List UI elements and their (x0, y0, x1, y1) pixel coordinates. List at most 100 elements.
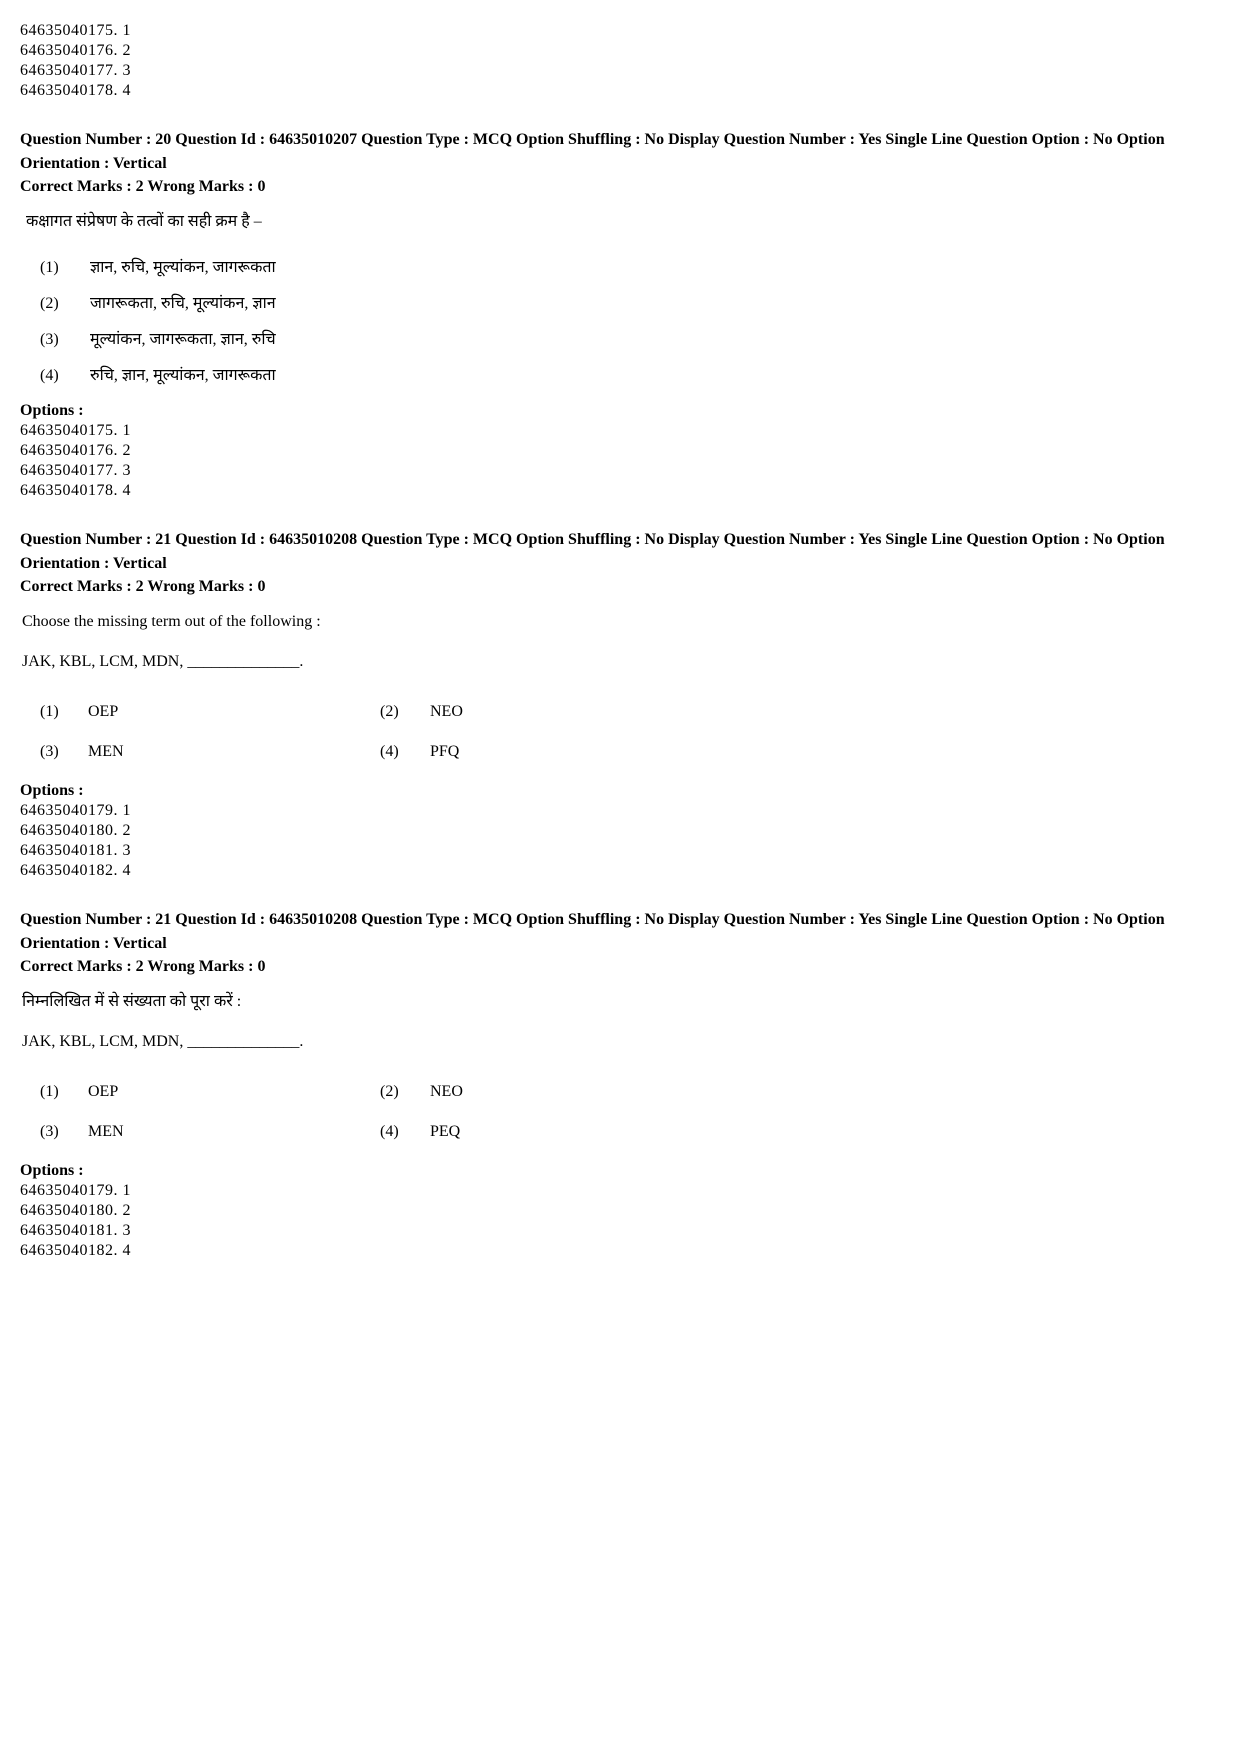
option-num: 2 (123, 1202, 132, 1219)
option-num: 3 (123, 62, 132, 79)
option-item[interactable]: 64635040178. 4 (20, 82, 1220, 100)
answer-num: (3) (40, 736, 70, 768)
answer-cell[interactable]: (1) OEP (20, 1076, 380, 1108)
sequence-line: JAK, KBL, LCM, MDN, ______________. (22, 1026, 1220, 1058)
answer-num: (3) (40, 324, 70, 356)
answer-cell[interactable]: (1) OEP (20, 696, 380, 728)
option-id: 64635040182. (20, 862, 118, 879)
answer-row: (1) OEP (2)NEO (20, 1072, 1220, 1112)
option-item[interactable]: 64635040180. 2 (20, 1202, 1220, 1220)
question-header: Question Number : 20 Question Id : 64635… (20, 128, 1220, 176)
option-id: 64635040178. (20, 82, 118, 99)
answer-num: (4) (380, 736, 430, 768)
answer-cell[interactable]: (4)PFQ (380, 736, 580, 768)
option-num: 3 (123, 462, 132, 479)
option-num: 3 (123, 1222, 132, 1239)
option-item[interactable]: 64635040179. 1 (20, 802, 1220, 820)
option-item[interactable]: 64635040176. 2 (20, 42, 1220, 60)
answer-text: PFQ (430, 736, 459, 768)
option-id: 64635040181. (20, 1222, 118, 1239)
answer-cell[interactable]: (4)PEQ (380, 1116, 580, 1148)
option-id: 64635040175. (20, 422, 118, 439)
option-item[interactable]: 64635040182. 4 (20, 862, 1220, 880)
option-num: 1 (123, 22, 132, 39)
option-id: 64635040175. (20, 22, 118, 39)
option-item[interactable]: 64635040181. 3 (20, 842, 1220, 860)
question-stem: कक्षागत संप्रेषण के तत्वों का सही क्रम ह… (26, 206, 1220, 238)
answer-num: (3) (40, 1116, 70, 1148)
question-stem: निम्नलिखित में से संख्यता को पूरा करें : (22, 986, 1220, 1018)
option-num: 4 (123, 862, 132, 879)
options-label: Options : (20, 402, 1220, 420)
question-header: Question Number : 21 Question Id : 64635… (20, 908, 1220, 956)
question-body: कक्षागत संप्रेषण के तत्वों का सही क्रम ह… (20, 206, 1220, 392)
answer-num: (2) (380, 696, 430, 728)
question-header: Question Number : 21 Question Id : 64635… (20, 528, 1220, 576)
marks-line: Correct Marks : 2 Wrong Marks : 0 (20, 178, 1220, 196)
option-item[interactable]: 64635040178. 4 (20, 482, 1220, 500)
answer-row: (3) MEN (4)PFQ (20, 732, 1220, 772)
option-num: 4 (123, 482, 132, 499)
answer-num: (2) (380, 1076, 430, 1108)
option-id: 64635040181. (20, 842, 118, 859)
option-num: 2 (123, 42, 132, 59)
option-num: 4 (123, 82, 132, 99)
options-label: Options : (20, 782, 1220, 800)
answer-text: मूल्यांकन, जागरूकता, ज्ञान, रुचि (90, 324, 276, 356)
option-num: 2 (123, 822, 132, 839)
answer-text: MEN (88, 736, 124, 768)
answer-num: (1) (40, 1076, 70, 1108)
answer-row: (1) OEP (2)NEO (20, 692, 1220, 732)
option-item[interactable]: 64635040177. 3 (20, 62, 1220, 80)
option-num: 1 (123, 1182, 132, 1199)
answer-row[interactable]: (4)रुचि, ज्ञान, मूल्यांकन, जागरूकता (20, 360, 1220, 392)
option-num: 1 (123, 422, 132, 439)
answer-row[interactable]: (3) मूल्यांकन, जागरूकता, ज्ञान, रुचि (20, 324, 1220, 356)
answer-text: PEQ (430, 1116, 460, 1148)
answer-row[interactable]: (1) ज्ञान, रुचि, मूल्यांकन, जागरूकता (20, 252, 1220, 284)
answer-text: OEP (88, 1076, 118, 1108)
option-item[interactable]: 64635040177. 3 (20, 462, 1220, 480)
option-id: 64635040180. (20, 1202, 118, 1219)
option-item[interactable]: 64635040179. 1 (20, 1182, 1220, 1200)
option-num: 2 (123, 442, 132, 459)
answer-cell[interactable]: (2)NEO (380, 1076, 580, 1108)
option-list: 64635040175. 1 64635040176. 2 6463504017… (20, 22, 1220, 100)
option-id: 64635040176. (20, 442, 118, 459)
option-id: 64635040179. (20, 802, 118, 819)
options-label: Options : (20, 1162, 1220, 1180)
question-body: Choose the missing term out of the follo… (20, 606, 1220, 772)
question-stem: Choose the missing term out of the follo… (22, 606, 1220, 638)
answer-cell[interactable]: (2)NEO (380, 696, 580, 728)
option-item[interactable]: 64635040181. 3 (20, 1222, 1220, 1240)
answer-text: रुचि, ज्ञान, मूल्यांकन, जागरूकता (90, 360, 276, 392)
option-id: 64635040182. (20, 1242, 118, 1259)
answer-text: NEO (430, 696, 463, 728)
option-id: 64635040176. (20, 42, 118, 59)
option-id: 64635040177. (20, 462, 118, 479)
option-num: 3 (123, 842, 132, 859)
option-item[interactable]: 64635040180. 2 (20, 822, 1220, 840)
sequence-line: JAK, KBL, LCM, MDN, ______________. (22, 646, 1220, 678)
answer-num: (1) (40, 252, 70, 284)
option-id: 64635040179. (20, 1182, 118, 1199)
answer-text: ज्ञान, रुचि, मूल्यांकन, जागरूकता (90, 252, 276, 284)
option-list: 64635040179. 1 64635040180. 2 6463504018… (20, 1182, 1220, 1260)
answer-cell[interactable]: (3)MEN (20, 1116, 380, 1148)
option-item[interactable]: 64635040175. 1 (20, 22, 1220, 40)
option-item[interactable]: 64635040175. 1 (20, 422, 1220, 440)
option-item[interactable]: 64635040182. 4 (20, 1242, 1220, 1260)
answer-text: OEP (88, 696, 118, 728)
answer-text: जागरूकता, रुचि, मूल्यांकन, ज्ञान (90, 288, 276, 320)
answer-text: NEO (430, 1076, 463, 1108)
answer-row[interactable]: (2) जागरूकता, रुचि, मूल्यांकन, ज्ञान (20, 288, 1220, 320)
answer-num: (2) (40, 288, 70, 320)
answer-num: (1) (40, 696, 70, 728)
answer-cell[interactable]: (3) MEN (20, 736, 380, 768)
option-id: 64635040180. (20, 822, 118, 839)
answer-num: (4) (380, 1116, 430, 1148)
option-num: 1 (123, 802, 132, 819)
answer-row: (3)MEN (4)PEQ (20, 1112, 1220, 1152)
option-item[interactable]: 64635040176. 2 (20, 442, 1220, 460)
option-num: 4 (123, 1242, 132, 1259)
